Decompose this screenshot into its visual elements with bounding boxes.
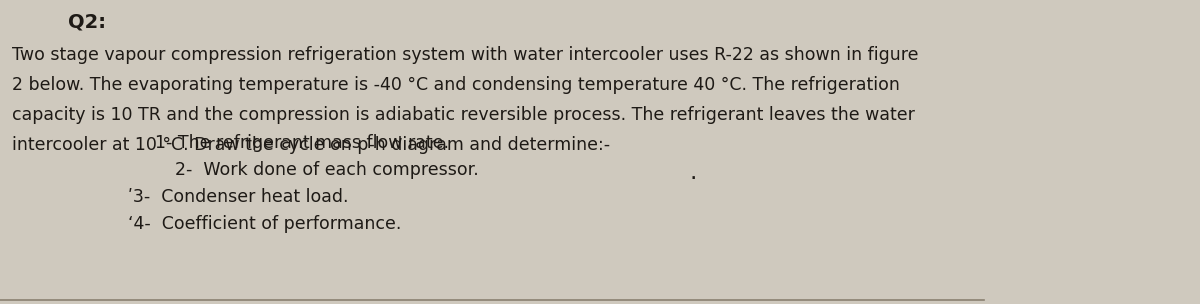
Text: Q2:: Q2:: [68, 12, 106, 31]
Text: Two stage vapour compression refrigeration system with water intercooler uses R-: Two stage vapour compression refrigerati…: [12, 46, 918, 64]
Text: .: .: [690, 161, 697, 184]
Text: 1- The refrigerant mass flow rate.: 1- The refrigerant mass flow rate.: [155, 134, 449, 152]
Text: ʹ3-  Condenser heat load.: ʹ3- Condenser heat load.: [128, 188, 348, 206]
Text: 2 below. The evaporating temperature is -40 °C and condensing temperature 40 °C.: 2 below. The evaporating temperature is …: [12, 76, 900, 94]
Text: capacity is 10 TR and the compression is adiabatic reversible process. The refri: capacity is 10 TR and the compression is…: [12, 106, 914, 124]
Text: 2-  Work done of each compressor.: 2- Work done of each compressor.: [175, 161, 479, 179]
Text: intercooler at 10 °C. Draw the cycle on p-h diagram and determine:-: intercooler at 10 °C. Draw the cycle on …: [12, 136, 610, 154]
Text: ʻ4-  Coefficient of performance.: ʻ4- Coefficient of performance.: [128, 215, 401, 233]
